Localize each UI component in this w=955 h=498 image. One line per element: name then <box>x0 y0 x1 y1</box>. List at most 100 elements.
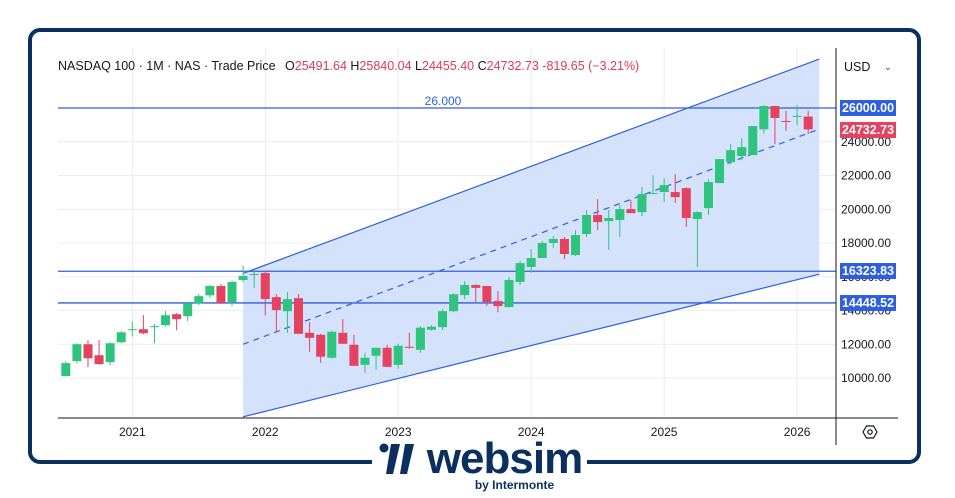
interval[interactable]: 1M <box>146 59 164 73</box>
candle[interactable] <box>371 347 381 370</box>
candle[interactable] <box>449 293 459 313</box>
price-label: 18000.00 <box>841 236 891 250</box>
candle[interactable] <box>338 319 348 344</box>
candle[interactable] <box>327 330 337 359</box>
price-tag-resistance[interactable]: 26000.00 <box>840 100 896 116</box>
candle[interactable] <box>681 187 691 228</box>
candle[interactable] <box>615 204 625 238</box>
candle[interactable] <box>471 284 481 304</box>
candle[interactable] <box>770 105 780 145</box>
change-value: -819.65 (−3.21%) <box>542 59 640 73</box>
candle[interactable] <box>205 285 215 299</box>
candle[interactable] <box>737 138 747 161</box>
candle[interactable] <box>504 276 514 308</box>
price-label: 20000.00 <box>841 202 891 216</box>
price-label: 24000.00 <box>841 135 891 149</box>
candle[interactable] <box>748 126 758 156</box>
price-label: 22000.00 <box>841 169 891 183</box>
candle[interactable] <box>149 324 159 344</box>
candle[interactable] <box>548 236 558 249</box>
candle[interactable] <box>360 352 370 373</box>
candle[interactable] <box>238 265 248 282</box>
candle[interactable] <box>138 315 148 335</box>
candle[interactable] <box>526 249 536 274</box>
candle[interactable] <box>460 280 470 300</box>
time-label: 2025 <box>651 425 678 439</box>
candle[interactable] <box>216 284 226 305</box>
candle[interactable] <box>703 179 713 215</box>
open-label: O <box>285 59 295 73</box>
candle[interactable] <box>582 210 592 238</box>
channel-lower-line[interactable] <box>242 273 820 418</box>
level-annotation: 26.000 <box>425 94 462 108</box>
candle[interactable] <box>127 321 137 337</box>
candle[interactable] <box>781 110 791 132</box>
candle[interactable] <box>438 309 448 331</box>
symbol-name[interactable]: NASDAQ 100 <box>58 59 136 73</box>
candle[interactable] <box>692 211 702 268</box>
candle[interactable] <box>537 240 547 259</box>
candle[interactable] <box>271 294 281 332</box>
candle[interactable] <box>161 311 171 327</box>
websim-logo-icon <box>379 443 414 474</box>
candle[interactable] <box>194 293 204 306</box>
candle[interactable] <box>83 340 93 368</box>
candle[interactable] <box>670 174 680 204</box>
candle[interactable] <box>426 325 436 331</box>
candle[interactable] <box>61 361 71 377</box>
currency-label: USD <box>844 60 871 74</box>
close-label: C <box>477 59 487 73</box>
currency-selector[interactable]: USD ⌄ <box>838 56 900 78</box>
price-tag-last[interactable]: 24732.73 <box>840 122 896 138</box>
candle[interactable] <box>571 230 580 256</box>
price-tag-level-2[interactable]: 14448.52 <box>840 295 896 311</box>
candle[interactable] <box>715 159 725 184</box>
candle[interactable] <box>72 343 82 364</box>
candle[interactable] <box>316 333 326 363</box>
candle[interactable] <box>493 290 503 313</box>
candle[interactable] <box>172 313 182 331</box>
candle[interactable] <box>604 210 614 250</box>
candle[interactable] <box>726 144 736 165</box>
candle[interactable] <box>659 178 669 203</box>
channel-upper-line[interactable] <box>242 58 820 274</box>
channel-mid-line[interactable] <box>242 128 820 345</box>
candle[interactable] <box>637 187 647 217</box>
separator: · <box>167 59 172 73</box>
candle[interactable] <box>294 294 303 334</box>
candle[interactable] <box>249 269 259 288</box>
high-value: 25840.04 <box>359 59 412 73</box>
candles[interactable] <box>61 104 813 377</box>
candle[interactable] <box>305 322 315 352</box>
candle[interactable] <box>282 291 292 333</box>
candle[interactable] <box>227 280 237 307</box>
candle[interactable] <box>415 326 425 353</box>
candle[interactable] <box>803 110 813 135</box>
candle[interactable] <box>260 271 270 316</box>
candle[interactable] <box>393 343 403 369</box>
candle[interactable] <box>116 331 126 344</box>
candle[interactable] <box>105 342 115 366</box>
candle[interactable] <box>792 104 802 126</box>
candle[interactable] <box>183 301 193 322</box>
candle[interactable] <box>482 286 492 307</box>
candle[interactable] <box>648 175 658 195</box>
candle[interactable] <box>559 237 569 260</box>
candle[interactable] <box>349 334 359 366</box>
price-tag-level-1[interactable]: 16323.83 <box>840 263 896 279</box>
candle[interactable] <box>759 104 769 134</box>
price-axis-labels[interactable]: 10000.0012000.0014000.0016000.0018000.00… <box>841 135 891 385</box>
chart-legend: NASDAQ 100 · 1M · NAS · Trade Price O254… <box>58 59 639 73</box>
candle[interactable] <box>593 199 603 231</box>
candle[interactable] <box>626 200 636 214</box>
brand-tagline: by Intermonte <box>474 478 555 492</box>
candle[interactable] <box>404 332 414 349</box>
time-label: 2021 <box>119 425 146 439</box>
candle[interactable] <box>515 261 525 286</box>
time-axis-labels[interactable]: 2021 2022 2023 2024 2025 2026 <box>119 425 811 439</box>
regression-channel-fill[interactable] <box>243 59 820 417</box>
candle[interactable] <box>382 344 392 367</box>
settings-icon[interactable] <box>862 424 878 440</box>
candle[interactable] <box>94 340 104 365</box>
